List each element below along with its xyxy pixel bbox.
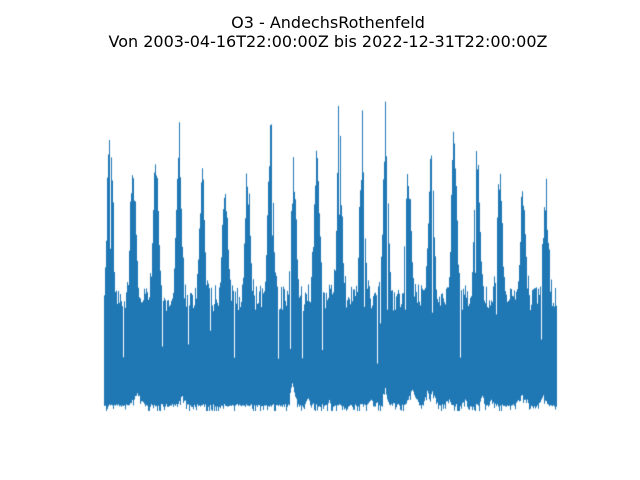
chart-title-block: O3 - AndechsRothenfeld Von 2003-04-16T22… [8, 13, 640, 51]
chart-title: O3 - AndechsRothenfeld [231, 13, 425, 32]
chart-subtitle: Von 2003-04-16T22:00:00Z bis 2022-12-31T… [108, 32, 548, 51]
